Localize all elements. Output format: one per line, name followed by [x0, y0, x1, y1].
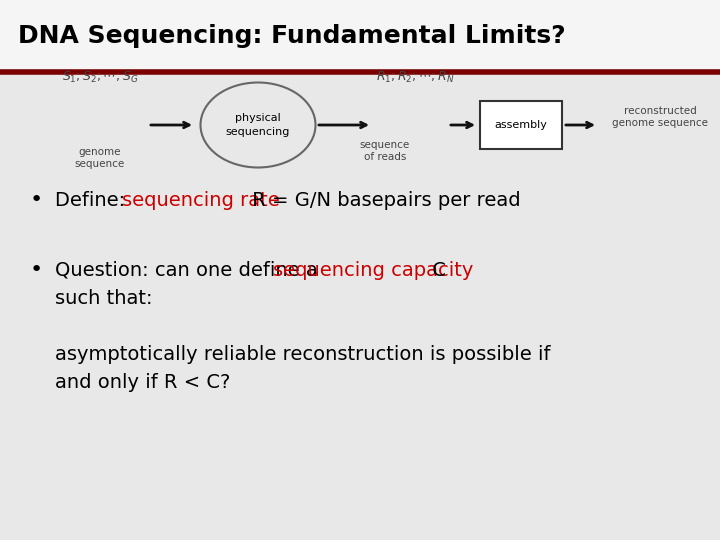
Text: C: C [426, 260, 446, 280]
Text: Question: can one define a: Question: can one define a [55, 260, 324, 280]
Text: assembly: assembly [495, 120, 547, 130]
Text: Define:: Define: [55, 191, 131, 210]
Text: physical
sequencing: physical sequencing [226, 113, 290, 137]
Text: sequencing rate: sequencing rate [122, 191, 280, 210]
Text: •: • [30, 190, 43, 210]
Text: asymptotically reliable reconstruction is possible if: asymptotically reliable reconstruction i… [55, 346, 551, 365]
Text: genome
sequence: genome sequence [75, 147, 125, 170]
Text: reconstructed
genome sequence: reconstructed genome sequence [612, 106, 708, 128]
Text: •: • [30, 260, 43, 280]
Text: DNA Sequencing: Fundamental Limits?: DNA Sequencing: Fundamental Limits? [18, 24, 566, 48]
Text: $S_1; S_2; \cdots; S_G$: $S_1; S_2; \cdots; S_G$ [62, 70, 138, 85]
Text: and only if R < C?: and only if R < C? [55, 374, 230, 393]
Text: R = G/N basepairs per read: R = G/N basepairs per read [246, 191, 521, 210]
Bar [0, 0, 720, 72]
Bar [480, 101, 562, 149]
Ellipse shape [200, 83, 315, 167]
Text: such that:: such that: [55, 288, 153, 307]
Text: sequencing capacity: sequencing capacity [273, 260, 473, 280]
Text: sequence
of reads: sequence of reads [360, 140, 410, 163]
Text: $R_1; R_2; \cdots; R_N$: $R_1; R_2; \cdots; R_N$ [376, 70, 454, 85]
